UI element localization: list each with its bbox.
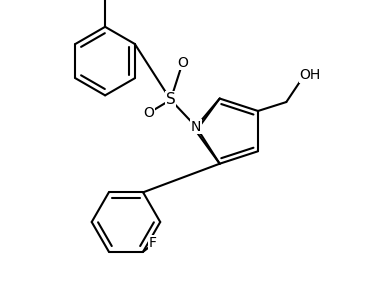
Text: O: O [143,106,154,120]
Text: S: S [166,92,176,107]
Text: O: O [177,56,188,69]
Text: OH: OH [299,68,321,82]
Text: N: N [191,120,201,134]
Text: F: F [149,236,157,250]
